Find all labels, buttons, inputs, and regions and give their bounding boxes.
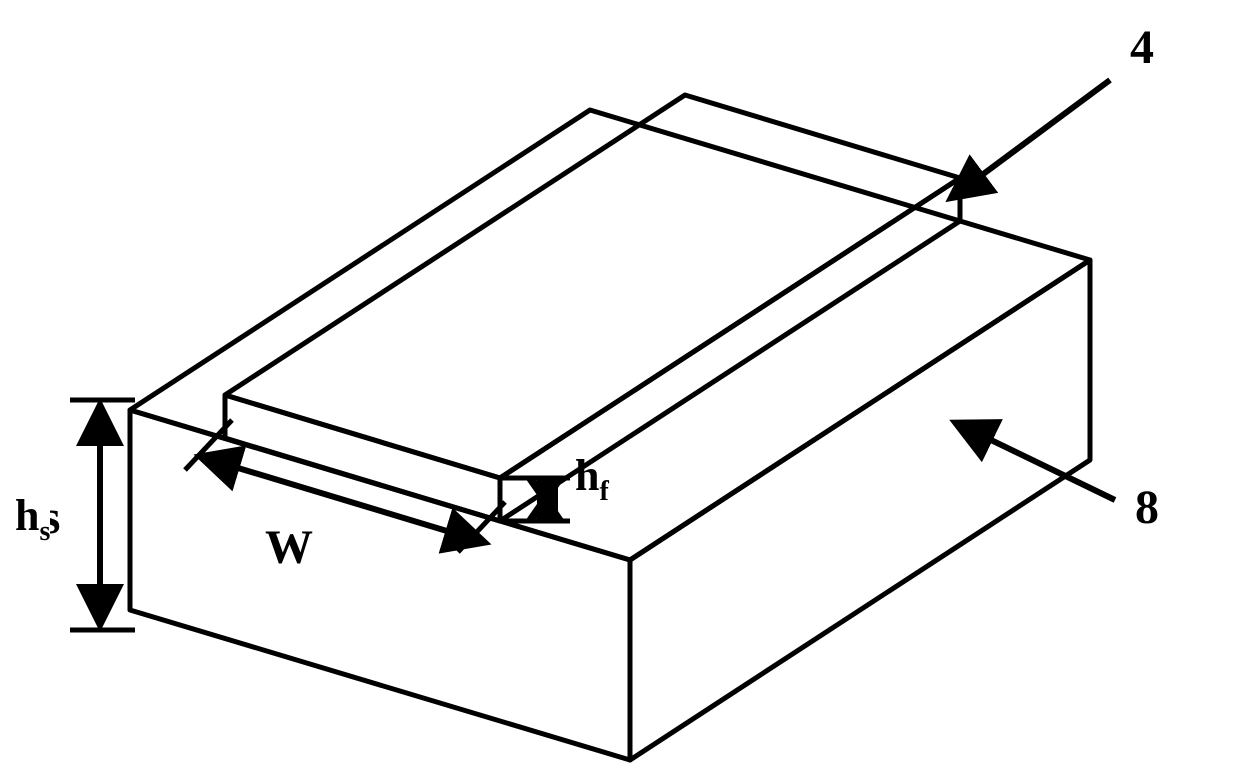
waveguide-diagram [0, 0, 1240, 772]
label-hf: hf [575, 450, 609, 508]
film-front-face [225, 395, 500, 521]
substrate-right-face [630, 260, 1090, 760]
substrate-block [130, 110, 1090, 760]
label-w-text: W [265, 521, 313, 574]
label-8-text: 8 [1135, 481, 1159, 534]
substrate-front-face [130, 410, 630, 760]
label-ref-8: 8 [1135, 480, 1159, 535]
label-4-text: 4 [1130, 21, 1154, 74]
dimension-hs [70, 400, 135, 630]
label-hs-styled: hs [15, 490, 50, 548]
substrate-top-face [130, 110, 1090, 560]
leader-4 [955, 80, 1110, 195]
film-right-face [500, 178, 960, 521]
label-ref-4: 4 [1130, 20, 1154, 75]
label-w: W [265, 520, 313, 575]
